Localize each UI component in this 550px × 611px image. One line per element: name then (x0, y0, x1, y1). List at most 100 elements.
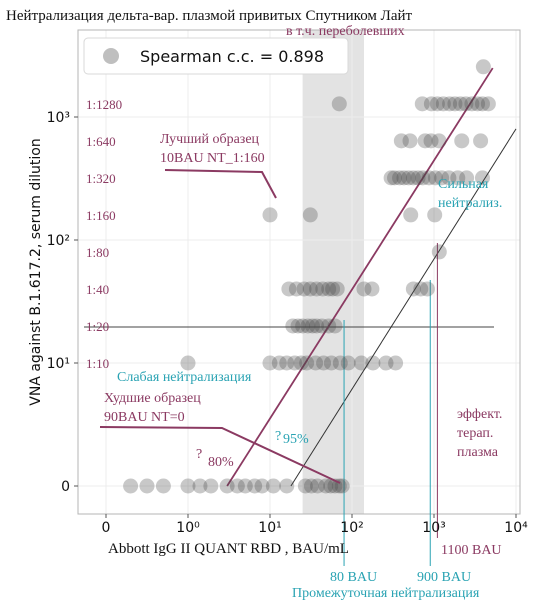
y-tick-label: 10¹ (47, 356, 70, 372)
q80-mark: ? (196, 447, 202, 462)
data-point (378, 355, 394, 371)
data-point (295, 318, 311, 334)
q80-label: 80% (208, 455, 234, 470)
data-point (458, 96, 474, 112)
strong-line2: нейтрализ. (438, 196, 502, 211)
data-point (329, 281, 345, 297)
data-point (402, 133, 418, 149)
annotation-leaders (99, 169, 341, 484)
x-tick-label: 10¹ (258, 520, 281, 536)
legend-label: Spearman c.c. = 0.898 (140, 47, 324, 66)
x-tick-label: 10⁰ (176, 520, 200, 536)
crossover-1100-label: 1100 BAU (441, 543, 502, 558)
data-point (325, 281, 341, 297)
dilution-label: 1:10 (86, 356, 109, 371)
data-point (318, 478, 334, 494)
therapeutic-line2: терап. (457, 426, 493, 441)
data-point (323, 478, 339, 494)
dilution-label: 1:160 (86, 208, 116, 223)
data-point (293, 355, 309, 371)
data-point (340, 355, 356, 371)
best-sample-line2: 10BAU NT_1:160 (160, 151, 265, 166)
data-point (296, 281, 312, 297)
data-point (405, 170, 421, 186)
data-point (434, 170, 450, 186)
data-point (392, 170, 408, 186)
legend: Spearman c.c. = 0.898 (83, 37, 349, 75)
data-point (417, 133, 433, 149)
data-point (410, 170, 426, 186)
x-tick-label: 10⁴ (504, 520, 528, 536)
data-point (431, 244, 447, 260)
worst-sample-annotation: Худшие образец 90BAU NT=0 (104, 391, 204, 425)
data-point (353, 355, 369, 371)
data-point (299, 355, 315, 371)
data-point (303, 478, 319, 494)
dilution-label: 1:40 (86, 282, 109, 297)
regression-lines-group (226, 67, 517, 566)
data-point (435, 96, 451, 112)
data-point (229, 478, 245, 494)
axes-frame-group (77, 29, 521, 515)
data-point (327, 318, 343, 334)
data-point (285, 318, 301, 334)
data-point (393, 133, 409, 149)
data-point (421, 170, 437, 186)
data-point (279, 478, 295, 494)
data-point (401, 170, 417, 186)
data-point (403, 207, 419, 223)
x-axis-label: Abbott IgG II QUANT RBD , BAU/mL (108, 541, 349, 557)
crossover-80-label: 80 BAU (330, 570, 377, 585)
dilution-label: 1:20 (86, 319, 109, 334)
data-point (470, 96, 486, 112)
annotations-group: Лучший образец 10BAU NT_1:160 Худшие обр… (104, 132, 506, 601)
data-point (288, 281, 304, 297)
therapeutic-line1: эффект. (457, 407, 502, 422)
worst-sample-line1: Худшие образец (104, 391, 201, 406)
data-point (331, 96, 347, 112)
best-sample-leader (164, 169, 277, 199)
data-point (419, 281, 435, 297)
data-point (316, 355, 332, 371)
data-point (203, 478, 219, 494)
data-point (356, 281, 372, 297)
data-point (309, 281, 325, 297)
therapeutic-line3: плазма (457, 445, 499, 460)
data-point (262, 355, 278, 371)
data-point (139, 478, 155, 494)
y-ticks-group: 0 10¹ 10² 10³ (47, 110, 78, 495)
data-point (219, 478, 235, 494)
worst-sample-line2: 90BAU NT=0 (104, 410, 185, 425)
data-point (332, 355, 348, 371)
data-point (281, 281, 297, 297)
chart-title: Нейтрализация дельта-вар. плазмой привит… (6, 8, 413, 24)
x-ticks-group: 0 10⁰ 10¹ 10² 10³ 10⁴ (102, 514, 528, 536)
data-point (315, 281, 331, 297)
data-point (423, 96, 439, 112)
data-point (297, 478, 313, 494)
data-point (265, 478, 281, 494)
data-point (302, 207, 318, 223)
dilution-label: 1:640 (86, 134, 116, 149)
data-point (308, 355, 324, 371)
dilution-labels-group: 1:1280 1:640 1:320 1:160 1:80 1:40 1:20 1:10 (86, 97, 122, 371)
data-point (279, 355, 295, 371)
data-point (429, 96, 445, 112)
data-point (464, 96, 480, 112)
data-point (396, 170, 412, 186)
y-tick-label: 10³ (47, 110, 70, 126)
data-point (414, 96, 430, 112)
data-point (310, 478, 326, 494)
strong-line1: Сильная (438, 177, 489, 192)
therapeutic-plasma-annotation: эффект. терап. плазма (457, 407, 506, 460)
data-point (450, 170, 466, 186)
dilution-label: 1:320 (86, 171, 116, 186)
data-point (442, 96, 458, 112)
y-tick-label: 0 (61, 479, 70, 495)
data-point (441, 170, 457, 186)
data-point (405, 281, 421, 297)
data-point (300, 318, 316, 334)
data-point (302, 281, 318, 297)
data-point (387, 170, 403, 186)
